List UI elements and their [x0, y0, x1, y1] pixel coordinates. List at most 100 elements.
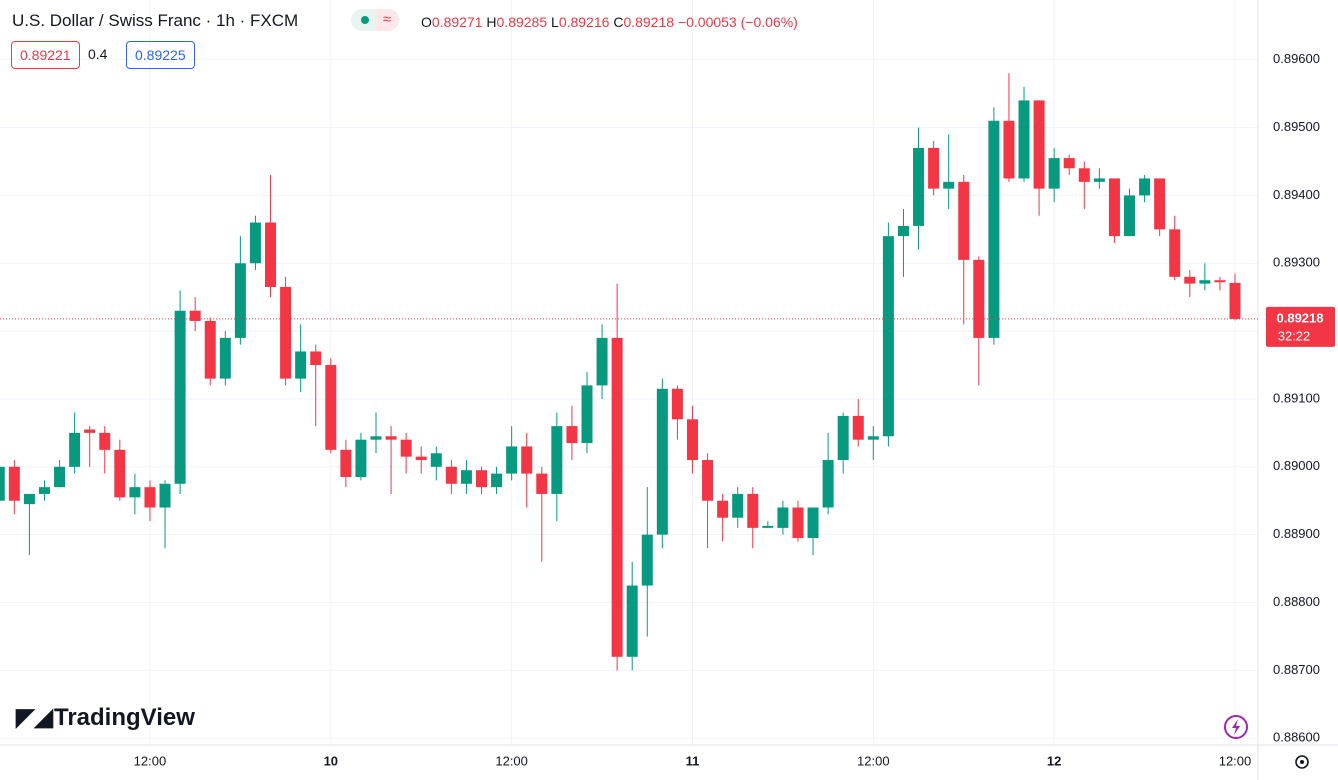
y-tick-label: 0.89600 [1273, 51, 1320, 66]
candle-body [1214, 280, 1226, 283]
candle-body [38, 487, 50, 494]
candle-body [777, 507, 789, 528]
logo-text: TradingView [54, 704, 195, 731]
candle-body [1184, 276, 1196, 284]
candle-body [310, 351, 322, 366]
candle-body [702, 460, 714, 501]
candle-body [144, 487, 156, 508]
candle-body [370, 436, 382, 440]
candle-body [958, 181, 970, 260]
x-tick-label: 12:00 [857, 753, 890, 768]
candle-body [159, 483, 171, 508]
x-tick-label: 12:00 [1219, 753, 1252, 768]
candle-body [506, 446, 518, 474]
candle-body [641, 534, 653, 586]
candle-body [521, 446, 533, 474]
candle-body [114, 449, 126, 498]
candle-body [732, 493, 744, 518]
candle-body [99, 432, 111, 450]
candle-body [1018, 100, 1030, 179]
candle-body [325, 365, 337, 450]
y-tick-label: 0.88700 [1273, 662, 1320, 677]
candle-body [69, 432, 81, 467]
candle-body [973, 259, 985, 338]
candle-body [400, 439, 412, 457]
settings-icon[interactable] [1295, 755, 1309, 769]
x-tick-label: 10 [324, 753, 338, 768]
candle-body [265, 222, 277, 288]
candle-body [762, 525, 774, 528]
candle-body [626, 585, 638, 657]
open-value: 0.89271 [431, 14, 483, 30]
candle-body [611, 337, 623, 657]
y-tick-label: 0.89400 [1273, 187, 1320, 202]
candle-body [596, 337, 608, 386]
candle-body [581, 385, 593, 444]
candle-body [943, 181, 955, 189]
candle-body [913, 147, 925, 226]
candle-body [1063, 158, 1075, 169]
candle-body [8, 466, 20, 501]
candle-body [1108, 178, 1120, 237]
y-tick-label: 0.89300 [1273, 255, 1320, 270]
candle-body [476, 470, 487, 488]
low-label: L [551, 14, 559, 30]
change: −0.00053 (−0.06%) [677, 14, 798, 30]
lightning-icon [1224, 715, 1248, 739]
candle-body [1124, 195, 1136, 237]
x-tick-label: 12 [1047, 753, 1061, 768]
status-pill[interactable]: ≈ [351, 9, 399, 31]
low-value: 0.89216 [558, 14, 610, 30]
candle-body [189, 310, 201, 321]
ask-button[interactable]: 0.89225 [126, 41, 195, 69]
candle-body [234, 263, 246, 338]
bid-button[interactable]: 0.89221 [11, 41, 80, 69]
candle-body [747, 493, 759, 528]
candle-body [1154, 178, 1166, 230]
candle-body [717, 500, 729, 518]
logo-mark: ◤◢ [16, 704, 53, 731]
candle-body [84, 429, 96, 433]
spread: 0.4 [88, 46, 108, 62]
candle-body [219, 337, 231, 379]
candle-body [928, 147, 940, 189]
candle-body [0, 466, 5, 501]
candle-body [385, 436, 397, 440]
candle-body [1048, 158, 1060, 189]
lightning-bolt [1232, 719, 1240, 735]
logo: ◤◢TradingView [16, 703, 195, 732]
candle-body [204, 320, 216, 379]
candle-body [1229, 282, 1241, 319]
candle-body [656, 388, 668, 535]
settings-icon-dot [1300, 760, 1304, 764]
candle-body [988, 120, 1000, 338]
y-tick-label: 0.88600 [1273, 730, 1320, 745]
candle-body [1033, 100, 1045, 189]
candle-body [792, 507, 804, 539]
last-price-box [1266, 306, 1335, 347]
candle-body [897, 225, 909, 237]
y-tick-label: 0.88800 [1273, 594, 1320, 609]
candle-body [174, 310, 186, 484]
candle-body [882, 236, 894, 437]
status-icon: ≈ [375, 9, 399, 31]
candle-body [671, 388, 683, 420]
candle-body [460, 470, 472, 484]
candle-body [129, 487, 141, 498]
candle-body [566, 426, 578, 444]
candle-body [807, 507, 819, 539]
y-tick-label: 0.89500 [1273, 119, 1320, 134]
candle-body [430, 453, 442, 467]
candle-body [280, 287, 292, 379]
candle-body [1093, 178, 1105, 182]
candle-body [1078, 168, 1090, 182]
candle-body [822, 460, 834, 508]
candle-body [536, 473, 548, 494]
candle-body [686, 419, 698, 461]
y-tick-label: 0.89000 [1273, 458, 1320, 473]
y-tick-label: 0.89100 [1273, 390, 1320, 405]
chart-title[interactable]: U.S. Dollar / Swiss Franc · 1h · FXCM [12, 11, 299, 30]
